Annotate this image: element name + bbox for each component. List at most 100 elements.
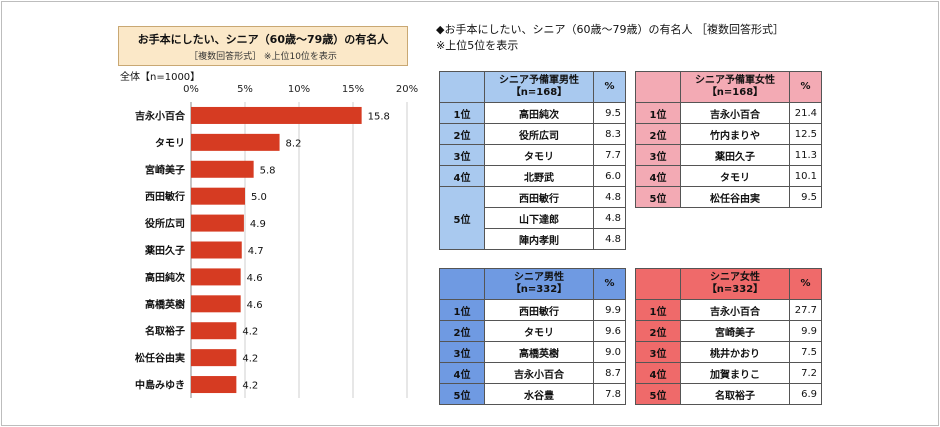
bar	[191, 133, 280, 151]
table-row: 5位 名取裕子 6.9	[635, 383, 822, 405]
value-cell: 9.0	[593, 341, 626, 363]
category-label: 役所広司	[145, 217, 185, 230]
name-cell: 吉永小百合	[484, 362, 594, 384]
table-row: 2位 宮崎美子 9.9	[635, 320, 822, 342]
table-row: 2位 タモリ 9.6	[439, 320, 626, 342]
value-cell: 7.7	[593, 144, 626, 166]
rank-cell: 2位	[635, 320, 681, 342]
name-cell: 陣内孝則	[484, 228, 594, 250]
name-cell: 役所広司	[484, 123, 594, 145]
table-row: 2位 竹内まりや 12.5	[635, 123, 822, 145]
table-row: 陣内孝則 4.8	[440, 228, 626, 250]
rank-cell: 1位	[635, 102, 681, 124]
name-cell: 西田敏行	[484, 299, 594, 321]
name-cell: 宮崎美子	[680, 320, 790, 342]
rank-cell: 2位	[439, 123, 485, 145]
table-group-header: シニア男性 【n=332】	[484, 268, 594, 300]
data-label: 4.6	[247, 300, 263, 311]
rank-cell: 3位	[635, 341, 681, 363]
table-row: 1位 吉永小百合 21.4	[635, 102, 822, 124]
table-row: 4位 北野武 6.0	[439, 165, 626, 187]
rank-header-blank	[635, 268, 681, 300]
rank-cell: 4位	[635, 165, 681, 187]
category-label: 西田敏行	[145, 190, 185, 203]
x-tick-label: 10%	[288, 84, 310, 95]
percent-header: %	[789, 71, 822, 103]
name-cell: 薬田久子	[680, 144, 790, 166]
category-label: タモリ	[155, 137, 185, 149]
table-row: 5位 松任谷由実 9.5	[635, 186, 822, 208]
rank-cell: 2位	[439, 320, 485, 342]
value-cell: 4.8	[593, 228, 626, 250]
table-row: 3位 桃井かおり 7.5	[635, 341, 822, 363]
value-cell: 9.5	[593, 102, 626, 124]
rank-cell: 5位	[635, 186, 681, 208]
name-cell: 桃井かおり	[680, 341, 790, 363]
category-label: 中島みゆき	[135, 379, 185, 392]
name-cell: 西田敏行	[484, 186, 594, 208]
ranking-table-senior-reserve-male: シニア予備軍男性 【n=168】 % 1位 高田純次 9.5 2位 役所広司 8…	[439, 71, 626, 250]
bar	[191, 214, 244, 232]
group-label: シニア女性	[710, 272, 760, 283]
bar	[191, 376, 237, 394]
data-label: 4.9	[250, 219, 266, 230]
rank-cell: 1位	[439, 299, 485, 321]
group-label: シニア男性	[514, 272, 564, 283]
bar	[191, 241, 242, 259]
name-cell: 高田純次	[484, 102, 594, 124]
name-cell: 竹内まりや	[680, 123, 790, 145]
table-row: 5位 水谷豊 7.8	[439, 383, 626, 405]
table-row: 3位 高橋英樹 9.0	[439, 341, 626, 363]
group-n: 【n=168】	[706, 87, 764, 98]
data-label: 4.2	[242, 354, 258, 365]
name-cell: 加賀まりこ	[680, 362, 790, 384]
rank-cell: 4位	[439, 165, 485, 187]
value-cell: 10.1	[789, 165, 822, 187]
table-row: 4位 タモリ 10.1	[635, 165, 822, 187]
rank-header-blank	[439, 268, 485, 300]
bar	[191, 322, 237, 340]
table-group-header: シニア女性 【n=332】	[680, 268, 790, 300]
data-label: 8.2	[286, 138, 302, 149]
value-cell: 9.5	[789, 186, 822, 208]
name-cell: 水谷豊	[484, 383, 594, 405]
table-row: 1位 高田純次 9.5	[439, 102, 626, 124]
category-label: 薬田久子	[144, 244, 185, 257]
group-label: シニア予備軍女性	[695, 75, 775, 86]
table-row: 3位 薬田久子 11.3	[635, 144, 822, 166]
right-note: ※上位5位を表示	[436, 39, 519, 52]
value-cell: 7.2	[789, 362, 822, 384]
chart-title: お手本にしたい、シニア（60歳～79歳）の有名人	[137, 33, 389, 46]
value-cell: 9.6	[593, 320, 626, 342]
bar	[191, 349, 237, 367]
data-label: 4.2	[242, 381, 258, 392]
ranking-table-senior-female: シニア女性 【n=332】 % 1位 吉永小百合 27.7 2位 宮崎美子 9.…	[635, 268, 822, 405]
name-cell: 山下達郎	[484, 207, 594, 229]
name-cell: タモリ	[484, 144, 594, 166]
value-cell: 7.8	[593, 383, 626, 405]
value-cell: 9.9	[789, 320, 822, 342]
name-cell: 高橋英樹	[484, 341, 594, 363]
category-label: 宮崎美子	[145, 163, 185, 176]
value-cell: 4.8	[593, 207, 626, 229]
data-label: 4.7	[248, 246, 264, 257]
bar-chart: 0% 5% 10% 15% 20% 吉永小百合 15.8 タモリ 8.2 宮崎美子 5.8 西田敏行 5…	[135, 84, 418, 398]
table-row: 2位 役所広司 8.3	[439, 123, 626, 145]
table-row: 3位 タモリ 7.7	[439, 144, 626, 166]
data-label: 5.0	[251, 192, 267, 203]
rank-header-blank	[439, 71, 485, 103]
table-row: 4位 吉永小百合 8.7	[439, 362, 626, 384]
rank-cell: 1位	[635, 299, 681, 321]
value-cell: 4.8	[593, 186, 626, 208]
name-cell: タモリ	[484, 320, 594, 342]
rank-cell: 4位	[439, 362, 485, 384]
bar	[191, 187, 245, 205]
percent-header: %	[593, 71, 626, 103]
rank-cell: 2位	[635, 123, 681, 145]
name-cell: 松任谷由実	[680, 186, 790, 208]
value-cell: 8.3	[593, 123, 626, 145]
data-label: 5.8	[260, 165, 276, 176]
chart-subtitle: ［複数回答形式］ ※上位10位を表示	[189, 52, 337, 62]
name-cell: 吉永小百合	[680, 102, 790, 124]
